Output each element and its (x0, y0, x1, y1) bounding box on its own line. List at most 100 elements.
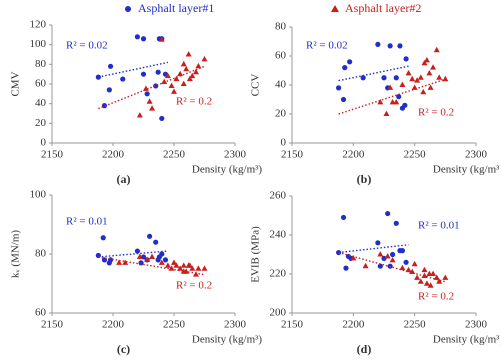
point (423, 56, 430, 63)
point (164, 72, 171, 79)
point (186, 262, 193, 268)
point (192, 271, 199, 277)
point (164, 262, 171, 268)
x-axis-label: Density (kg/m³) (192, 164, 263, 176)
y-axis-label: kᵥ (MN/m) (10, 230, 22, 278)
point (340, 96, 347, 103)
r-squared: R² = 0.2 (418, 291, 454, 303)
panel-caption: (b) (357, 172, 372, 186)
point (427, 282, 434, 288)
point (411, 260, 418, 267)
point (381, 255, 387, 261)
point (405, 70, 412, 76)
point (149, 253, 156, 259)
point (385, 210, 391, 217)
x-tick-label: 2250 (404, 319, 427, 331)
point (399, 248, 405, 254)
point (149, 105, 156, 111)
point (393, 99, 400, 105)
point (180, 60, 187, 67)
point (177, 70, 184, 77)
point (433, 274, 440, 280)
point (405, 266, 412, 273)
point (403, 259, 409, 265)
y-tick-label: 80 (35, 58, 47, 70)
y-tick-label: 60 (275, 50, 287, 62)
r-squared: R² = 0.02 (66, 40, 108, 52)
y-tick-label: 0 (281, 137, 287, 149)
point (396, 94, 402, 100)
point (162, 257, 169, 263)
point (411, 84, 418, 90)
x-tick-label: 2250 (404, 149, 427, 161)
trend-line (98, 250, 168, 258)
point (442, 274, 449, 280)
point (417, 74, 424, 80)
point (397, 43, 403, 49)
point (442, 75, 449, 82)
legend-label: Asphalt layer#1 (138, 1, 214, 15)
x-tick-label: 2200 (102, 149, 125, 161)
point (161, 78, 168, 85)
panel-caption: (c) (117, 342, 130, 356)
point (426, 70, 433, 76)
point (183, 65, 190, 72)
point (414, 274, 421, 280)
point (399, 81, 406, 87)
point (377, 263, 383, 269)
y-tick-label: 100 (30, 189, 47, 201)
point (134, 34, 140, 40)
point (427, 84, 434, 90)
panel-caption: (d) (357, 342, 372, 356)
trend-line (338, 78, 446, 115)
point (173, 262, 180, 268)
y-tick-label: 40 (275, 79, 287, 91)
x-axis-label: Density (kg/m³) (192, 334, 263, 346)
x-tick-label: 2300 (224, 149, 247, 161)
y-tick-label: 200 (270, 307, 287, 319)
trend-line (98, 61, 169, 78)
point (347, 59, 353, 65)
point (142, 85, 149, 91)
point (168, 82, 175, 88)
point (414, 77, 421, 83)
trend-line (338, 65, 409, 82)
r-squared: R² = 0.01 (66, 216, 108, 228)
r-squared: R² = 0.01 (418, 220, 460, 232)
point (147, 233, 153, 239)
point (402, 102, 408, 108)
point (144, 256, 151, 262)
point (423, 280, 430, 286)
trend-line (98, 256, 205, 276)
point (177, 265, 184, 271)
point (116, 259, 123, 265)
y-tick-label: 220 (270, 268, 287, 280)
r-squared: R² = 0.2 (176, 280, 212, 292)
point (389, 256, 396, 263)
y-tick-label: 20 (35, 117, 47, 129)
point (192, 68, 199, 75)
x-tick-label: 2150 (41, 319, 64, 331)
point (168, 265, 175, 271)
y-tick-label: 80 (35, 248, 47, 260)
legend-label: Asphalt layer#2 (345, 1, 421, 15)
point (350, 255, 357, 261)
point (122, 259, 129, 265)
y-tick-label: 100 (30, 38, 47, 50)
point (107, 63, 114, 69)
x-tick-label: 2150 (281, 149, 304, 161)
x-tick-label: 2150 (41, 149, 64, 161)
point (136, 253, 143, 259)
point (387, 43, 393, 49)
x-tick-label: 2200 (342, 319, 365, 331)
x-axis-label: Density (kg/m³) (433, 164, 500, 176)
point (393, 220, 399, 226)
x-tick-label: 2200 (102, 319, 125, 331)
y-tick-label: 260 (270, 190, 287, 202)
y-tick-label: 60 (35, 78, 47, 90)
y-axis-label: EVIB (MPa) (250, 226, 262, 283)
x-tick-label: 2200 (342, 149, 365, 161)
y-tick-label: 240 (270, 229, 287, 241)
point (189, 265, 196, 271)
